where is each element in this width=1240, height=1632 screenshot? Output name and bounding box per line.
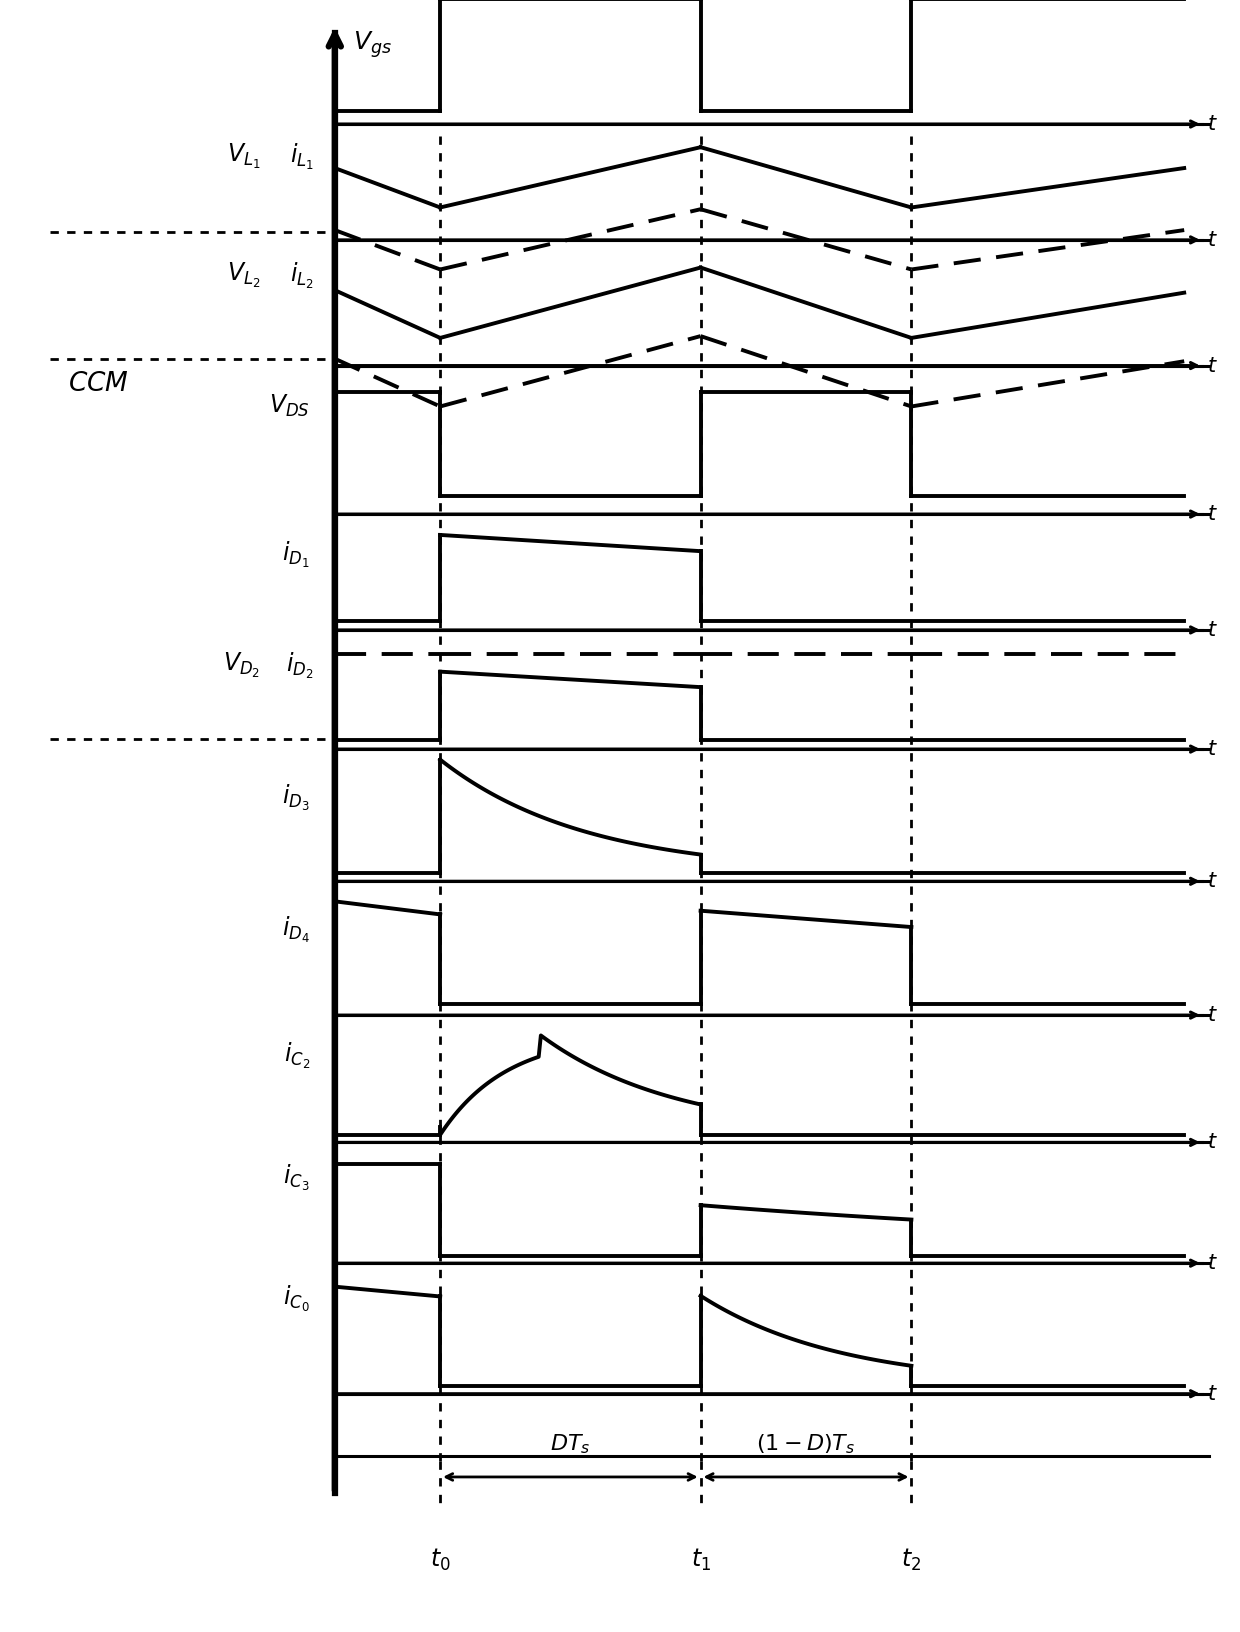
Text: $t$: $t$ <box>1207 504 1218 524</box>
Text: $t$: $t$ <box>1207 1133 1218 1152</box>
Text: $i_{D_4}$: $i_{D_4}$ <box>281 916 310 945</box>
Text: $i_{L_1}$: $i_{L_1}$ <box>290 142 314 171</box>
Text: $V_{DS}$: $V_{DS}$ <box>269 393 310 419</box>
Text: $i_{C_0}$: $i_{C_0}$ <box>283 1284 310 1314</box>
Text: $(1-D)T_s$: $(1-D)T_s$ <box>756 1433 856 1456</box>
Text: $t$: $t$ <box>1207 1005 1218 1025</box>
Text: $t_1$: $t_1$ <box>691 1547 711 1573</box>
Text: $t$: $t$ <box>1207 230 1218 250</box>
Text: $V_{L_2}$: $V_{L_2}$ <box>227 261 260 290</box>
Text: $t$: $t$ <box>1207 356 1218 375</box>
Text: $t_0$: $t_0$ <box>430 1547 450 1573</box>
Text: $V_{gs}$: $V_{gs}$ <box>353 29 392 60</box>
Text: $t$: $t$ <box>1207 1253 1218 1273</box>
Text: $V_{L_1}$: $V_{L_1}$ <box>227 142 260 171</box>
Text: $t$: $t$ <box>1207 114 1218 134</box>
Text: $i_{C_2}$: $i_{C_2}$ <box>284 1041 310 1071</box>
Text: $t$: $t$ <box>1207 871 1218 891</box>
Text: $DT_s$: $DT_s$ <box>551 1433 590 1456</box>
Text: $i_{C_3}$: $i_{C_3}$ <box>284 1164 310 1193</box>
Text: $i_{D_3}$: $i_{D_3}$ <box>283 783 310 813</box>
Text: $V_{D_2}$: $V_{D_2}$ <box>223 651 260 681</box>
Text: $t$: $t$ <box>1207 1384 1218 1404</box>
Text: $i_{D_2}$: $i_{D_2}$ <box>286 651 314 681</box>
Text: $t$: $t$ <box>1207 620 1218 640</box>
Text: $CCM$: $CCM$ <box>68 370 129 397</box>
Text: $i_{D_1}$: $i_{D_1}$ <box>283 540 310 570</box>
Text: $i_{L_2}$: $i_{L_2}$ <box>290 261 314 290</box>
Text: $t_2$: $t_2$ <box>901 1547 921 1573</box>
Text: $t$: $t$ <box>1207 739 1218 759</box>
